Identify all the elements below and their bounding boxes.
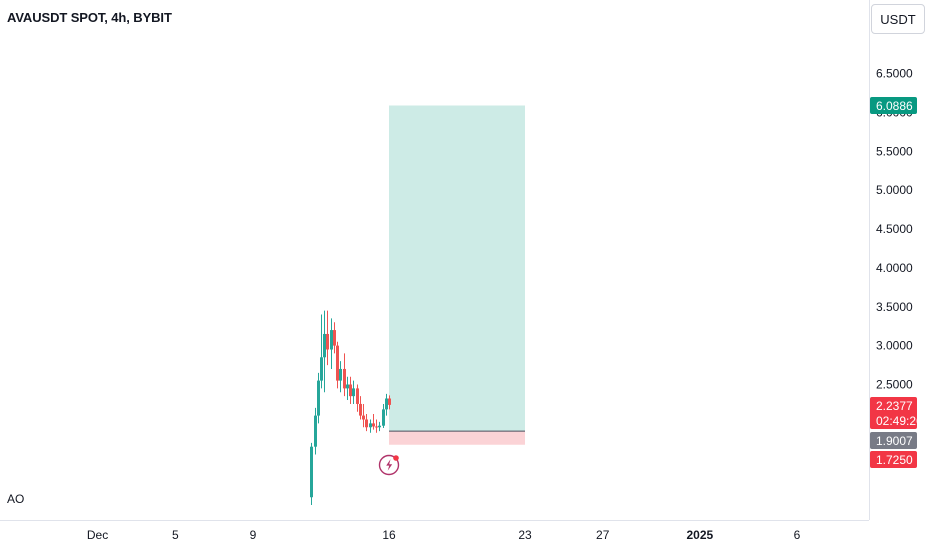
stop-zone	[389, 431, 525, 445]
candle-body	[317, 380, 320, 416]
price-tick-label: 6.5000	[876, 67, 913, 81]
candle-body	[343, 368, 346, 389]
candle-body	[378, 425, 381, 428]
candle-body	[349, 384, 352, 397]
price-tag-label: 1.7250	[876, 453, 913, 467]
price-tag	[870, 432, 917, 449]
price-tag	[870, 397, 917, 429]
price-tick-label: 3.0000	[876, 339, 913, 353]
lightning-icon	[386, 459, 393, 471]
price-tag-label: 1.9007	[876, 434, 913, 448]
time-tick-label: 5	[172, 528, 179, 542]
target-zone	[389, 105, 525, 432]
candle-body	[359, 403, 362, 416]
price-tag-label: 6.0886	[876, 99, 913, 113]
candle-body	[365, 419, 368, 428]
price-tick-label: 3.5000	[876, 300, 913, 314]
price-tick-label: 5.5000	[876, 144, 913, 158]
candle-body	[320, 357, 323, 381]
price-tag	[870, 96, 917, 114]
candle-body	[346, 384, 349, 389]
symbol-title[interactable]: AVAUSDT SPOT, 4h, BYBIT	[7, 10, 172, 25]
candle-body	[326, 333, 329, 350]
candle-body	[382, 409, 385, 426]
price-tag-label: 2.2377	[876, 399, 913, 413]
time-tick-label: 9	[250, 528, 257, 542]
notification-dot-icon	[393, 455, 399, 461]
candle-body	[375, 426, 378, 428]
long-position-tool[interactable]	[389, 105, 525, 445]
time-tick-label: 27	[596, 528, 610, 542]
candle-body	[323, 333, 326, 358]
price-tick-label: 4.5000	[876, 222, 913, 236]
candle-body	[314, 415, 317, 447]
time-axis-ticks: Dec 5 9 16 23 27 2025 6	[87, 528, 801, 542]
candle-body	[356, 388, 359, 404]
candle-body	[310, 446, 313, 498]
candle-body	[362, 415, 365, 420]
price-axis-ticks: 6.50006.00005.50005.00004.50004.00003.50…	[876, 67, 913, 392]
time-tick-label: 2025	[687, 528, 714, 542]
candle-body	[330, 330, 333, 350]
price-tick-label: 4.0000	[876, 261, 913, 275]
price-tag	[870, 451, 917, 468]
candles	[310, 310, 391, 506]
price-tag-countdown: 02:49:26	[876, 414, 923, 428]
candle-body	[333, 330, 336, 346]
currency-button[interactable]: USDT	[871, 4, 925, 34]
candle-body	[336, 345, 339, 381]
candle-body	[352, 388, 355, 397]
time-tick-label: 23	[518, 528, 532, 542]
candle-body	[385, 398, 388, 410]
time-tick-label: Dec	[87, 528, 108, 542]
event-marker[interactable]	[378, 454, 400, 476]
candle-body	[369, 423, 372, 428]
candle-body	[372, 423, 375, 427]
price-tick-label: 5.0000	[876, 183, 913, 197]
time-tick-label: 16	[382, 528, 396, 542]
price-tick-label: 2.5000	[876, 378, 913, 392]
candle-body	[339, 368, 342, 381]
indicator-label[interactable]: AO	[7, 492, 25, 506]
time-tick-label: 6	[794, 528, 801, 542]
candle-body	[388, 398, 391, 405]
